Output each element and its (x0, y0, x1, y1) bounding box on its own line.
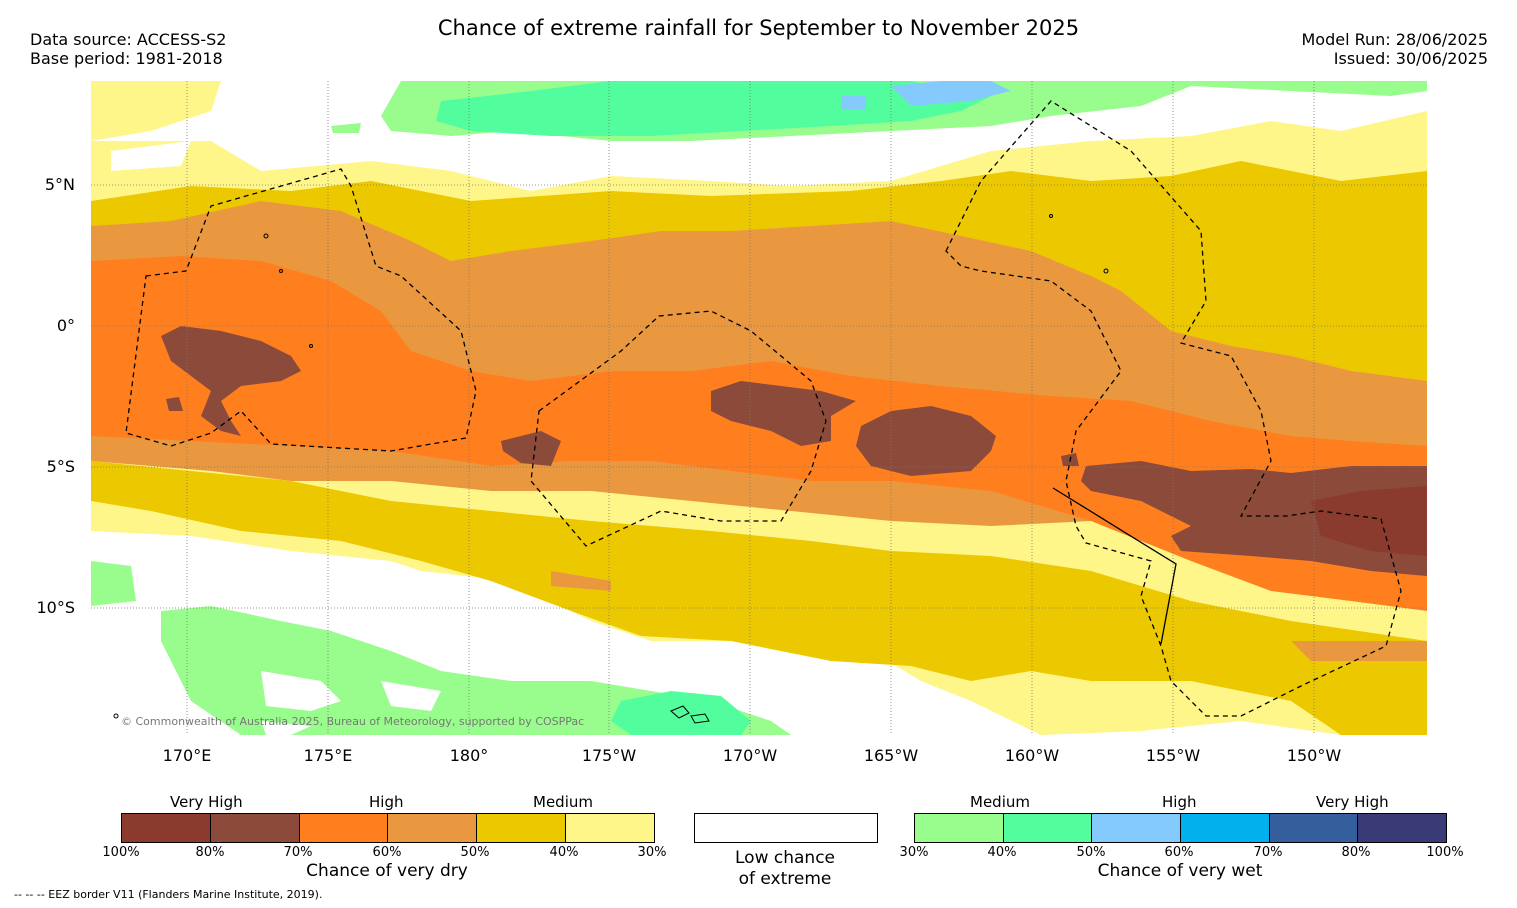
dry-80-100-zone-1 (161, 326, 301, 436)
lon-label-155w: 155°W (1145, 746, 1201, 765)
wet-tick: 60% (1164, 845, 1194, 860)
wet-swatch-1 (915, 814, 1004, 842)
low-chance-label-line1: Low chance (735, 848, 835, 868)
lon-label-170e: 170°E (162, 746, 212, 765)
dry-80-100-zone-2 (711, 381, 856, 446)
dry-tick: 80% (195, 845, 225, 860)
eez-footnote: -- -- -- EEZ border V11 (Flanders Marine… (14, 888, 323, 901)
lon-label-175w: 175°W (581, 746, 637, 765)
low-chance-label-line2: of extreme (738, 869, 832, 889)
lat-label-0: 0° (56, 316, 75, 335)
dry-tick: 30% (637, 845, 667, 860)
lon-label-170w: 170°W (722, 746, 778, 765)
wet-40-50-zone-north (436, 81, 991, 136)
dry-100-zone (1311, 486, 1427, 556)
lat-label-5s: 5°S (46, 457, 75, 476)
low-chance-swatch (694, 813, 878, 843)
wet-swatch-4 (1181, 814, 1270, 842)
lon-label-180: 180° (449, 746, 489, 765)
dry-swatch-5 (477, 814, 567, 842)
rainfall-map[interactable] (91, 81, 1427, 735)
wet-tick: 100% (1426, 845, 1464, 860)
wet-tick: 30% (899, 845, 929, 860)
maritime-boundary (1052, 487, 1177, 645)
lat-label-10s: 10°S (36, 598, 75, 617)
lat-label-5n: 5°N (44, 175, 75, 194)
issued-label: Issued: 30/06/2025 (1333, 49, 1488, 68)
wet-legend-label: Chance of very wet (1097, 861, 1263, 881)
dry-legend-label: Chance of very dry (306, 861, 468, 881)
base-period-label: Base period: 1981-2018 (30, 49, 223, 68)
dry-swatch-4 (388, 814, 478, 842)
wet-tick: 80% (1341, 845, 1371, 860)
lon-label-165w: 165°W (863, 746, 919, 765)
rainfall-map-canvas (91, 81, 1427, 735)
wet-40-50-zone-south (611, 691, 751, 735)
dry-colorbar (121, 813, 655, 843)
dry-level-high: High (369, 793, 404, 811)
dry-level-very-high: Very High (170, 793, 243, 811)
data-source-label: Data source: ACCESS-S2 (30, 30, 227, 49)
dry-swatch-1 (122, 814, 211, 842)
wet-tick: 40% (987, 845, 1017, 860)
eez-borders (125, 100, 1402, 717)
dry-swatch-6 (566, 814, 654, 842)
wet-swatch-6 (1358, 814, 1447, 842)
wet-50-60-zone-north (841, 81, 1011, 109)
wet-swatch-2 (1003, 814, 1093, 842)
dry-swatch-3 (299, 814, 389, 842)
wet-swatch-3 (1092, 814, 1182, 842)
graticule (91, 81, 1427, 735)
wet-level-very-high: Very High (1316, 793, 1389, 811)
wet-tick: 70% (1253, 845, 1283, 860)
dry-80-100-zone-4 (1081, 461, 1427, 576)
map-title: Chance of extreme rainfall for September… (437, 16, 1080, 40)
copyright-notice: © Commonwealth of Australia 2025, Bureau… (121, 715, 585, 728)
lon-label-175e: 175°E (303, 746, 353, 765)
wet-colorbar (914, 813, 1447, 843)
dry-tick: 50% (460, 845, 490, 860)
dry-swatch-2 (210, 814, 300, 842)
dry-tick: 100% (102, 845, 140, 860)
lon-label-160w: 160°W (1004, 746, 1060, 765)
dry-tick: 40% (549, 845, 579, 860)
wet-swatch-5 (1269, 814, 1359, 842)
wet-level-high: High (1162, 793, 1197, 811)
dry-tick: 60% (372, 845, 402, 860)
islands (113, 214, 1109, 724)
dry-level-medium: Medium (533, 793, 593, 811)
dry-tick: 70% (283, 845, 313, 860)
model-run-label: Model Run: 28/06/2025 (1301, 30, 1489, 49)
lon-label-150w: 150°W (1286, 746, 1342, 765)
dry-60-70-zone (91, 256, 1427, 611)
wet-level-medium: Medium (970, 793, 1030, 811)
wet-tick: 50% (1076, 845, 1106, 860)
